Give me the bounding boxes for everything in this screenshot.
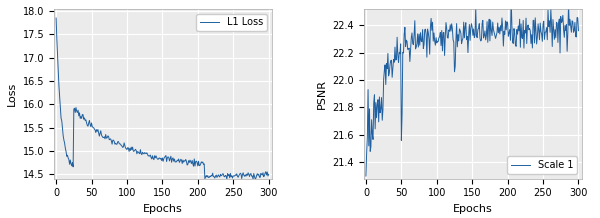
X-axis label: Epochs: Epochs bbox=[143, 204, 183, 214]
Scale 1 bbox=[448, 22, 455, 25]
L1 Loss bbox=[220, 173, 227, 175]
Scale 1 bbox=[508, 24, 515, 26]
L1 Loss bbox=[265, 173, 272, 176]
Scale 1 bbox=[362, 175, 370, 177]
Line: L1 Loss: L1 Loss bbox=[56, 18, 269, 179]
Legend: L1 Loss: L1 Loss bbox=[196, 14, 268, 31]
L1 Loss bbox=[53, 17, 60, 19]
L1 Loss bbox=[250, 172, 257, 175]
Scale 1 bbox=[575, 29, 582, 32]
Scale 1 bbox=[455, 40, 463, 42]
Legend: Scale 1: Scale 1 bbox=[506, 156, 577, 174]
Scale 1 bbox=[560, 28, 567, 31]
Y-axis label: Loss: Loss bbox=[7, 82, 17, 106]
L1 Loss bbox=[198, 161, 205, 163]
L1 Loss bbox=[138, 153, 145, 156]
L1 Loss bbox=[145, 154, 152, 157]
Line: Scale 1: Scale 1 bbox=[366, 0, 578, 176]
L1 Loss bbox=[232, 174, 239, 176]
Scale 1 bbox=[542, 31, 550, 33]
Scale 1 bbox=[530, 19, 538, 22]
L1 Loss bbox=[250, 178, 257, 181]
X-axis label: Epochs: Epochs bbox=[453, 204, 493, 214]
Y-axis label: PSNR: PSNR bbox=[317, 79, 327, 109]
